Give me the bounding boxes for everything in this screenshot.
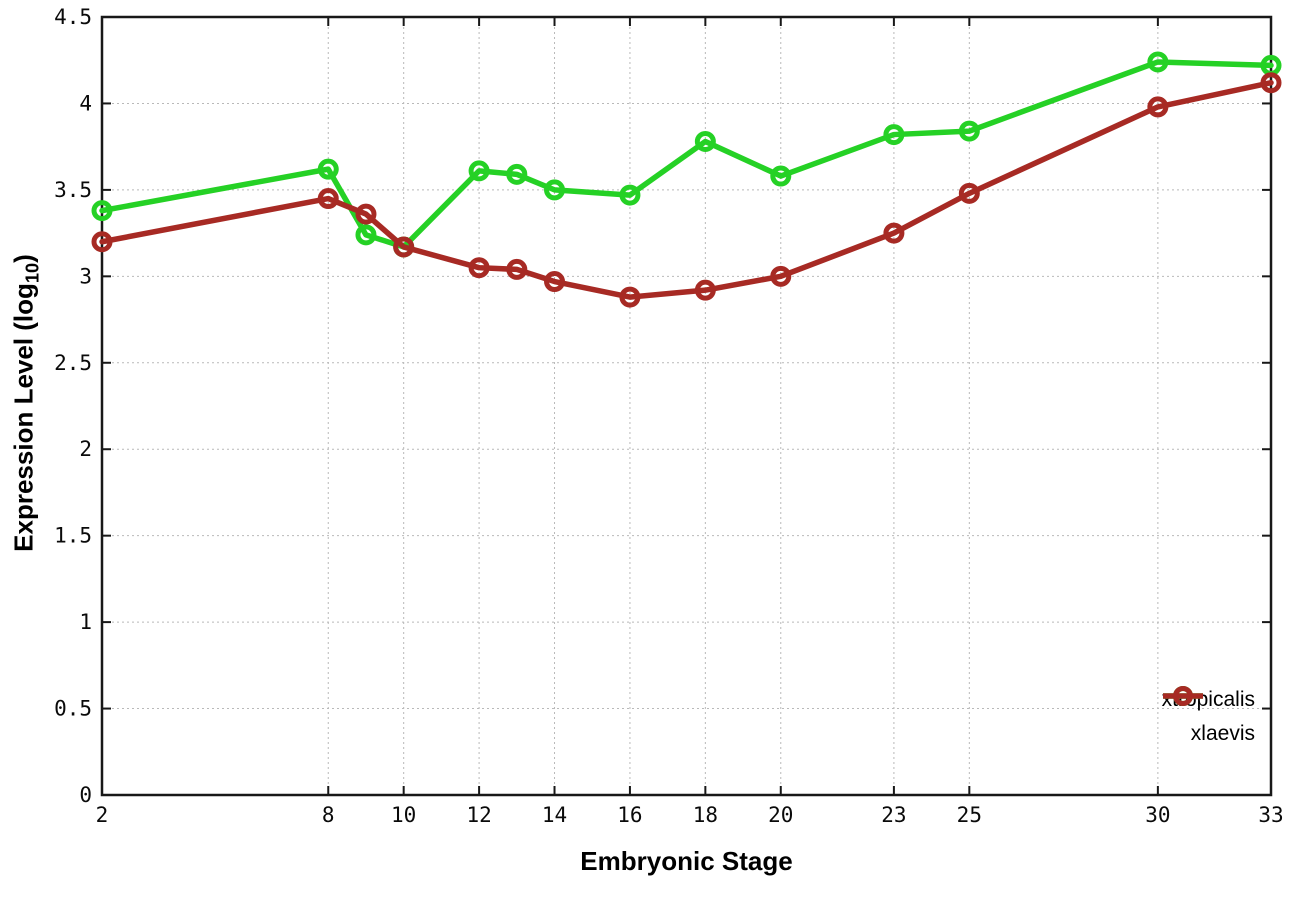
data-point-xtropicalis xyxy=(544,179,566,201)
x-axis-title: Embryonic Stage xyxy=(580,846,793,876)
legend-entry-xlaevis: xlaevis xyxy=(1162,686,1255,751)
data-point-xlaevis xyxy=(317,188,339,210)
data-point-xtropicalis xyxy=(619,184,641,206)
legend-marker-xlaevis xyxy=(1162,686,1203,706)
data-point-xlaevis xyxy=(91,231,113,253)
legend: xtropicalis xlaevis xyxy=(1162,683,1255,751)
y-tick-label: 3.5 xyxy=(54,178,92,202)
data-point-xlaevis xyxy=(468,257,490,279)
data-point-xlaevis xyxy=(393,236,415,258)
data-point-xlaevis xyxy=(958,182,980,204)
y-tick-label: 4 xyxy=(79,91,92,115)
x-tick-label: 18 xyxy=(693,803,718,827)
data-point-xlaevis xyxy=(544,271,566,293)
x-tick-label: 12 xyxy=(466,803,491,827)
data-point-xtropicalis xyxy=(506,163,528,185)
data-point-xlaevis xyxy=(355,203,377,225)
x-tick-label: 8 xyxy=(322,803,335,827)
x-tick-label: 16 xyxy=(617,803,642,827)
y-axis-title: Expression Level (log10) xyxy=(8,254,43,552)
data-point-xtropicalis xyxy=(468,160,490,182)
data-point-xlaevis xyxy=(506,258,528,280)
y-axis-title-text: Expression Level (log xyxy=(8,283,39,552)
data-point-xtropicalis xyxy=(355,224,377,246)
legend-circle-sample xyxy=(1172,686,1193,706)
data-point-xlaevis xyxy=(619,286,641,308)
y-tick-label: 4.5 xyxy=(54,5,92,29)
data-point-xtropicalis xyxy=(694,130,716,152)
data-point-xlaevis xyxy=(1260,72,1282,94)
x-tick-label: 20 xyxy=(768,803,793,827)
data-point-xtropicalis xyxy=(91,200,113,222)
series-line-xtropicalis xyxy=(99,59,1274,250)
x-tick-label: 23 xyxy=(881,803,906,827)
plot-border xyxy=(100,15,1273,797)
y-tick-label: 1 xyxy=(79,610,92,634)
y-tick-label: 0 xyxy=(79,783,92,807)
y-tick-label: 0.5 xyxy=(54,697,92,721)
data-point-xtropicalis xyxy=(770,165,792,187)
data-point-xlaevis xyxy=(1147,96,1169,118)
data-point-xlaevis xyxy=(883,222,905,244)
data-point-xlaevis xyxy=(770,265,792,287)
x-tick-label: 10 xyxy=(391,803,416,827)
y-tick-label: 1.5 xyxy=(54,524,92,548)
legend-label-xlaevis: xlaevis xyxy=(1190,722,1255,745)
y-axis-title-close: ) xyxy=(8,254,39,263)
data-point-xtropicalis xyxy=(317,158,339,180)
y-tick-label: 2.5 xyxy=(54,351,92,375)
x-tick-label: 14 xyxy=(542,803,567,827)
data-point-xtropicalis xyxy=(883,124,905,146)
data-point-xtropicalis xyxy=(1147,51,1169,73)
x-tick-label: 25 xyxy=(957,803,982,827)
x-tick-label: 30 xyxy=(1145,803,1170,827)
y-axis-title-subscript: 10 xyxy=(22,262,43,284)
y-tick-label: 2 xyxy=(79,437,92,461)
x-tick-label: 33 xyxy=(1258,803,1283,827)
y-tick-label: 3 xyxy=(79,264,92,288)
x-tick-label: 2 xyxy=(96,803,109,827)
data-point-xlaevis xyxy=(694,279,716,301)
data-point-xtropicalis xyxy=(958,120,980,142)
